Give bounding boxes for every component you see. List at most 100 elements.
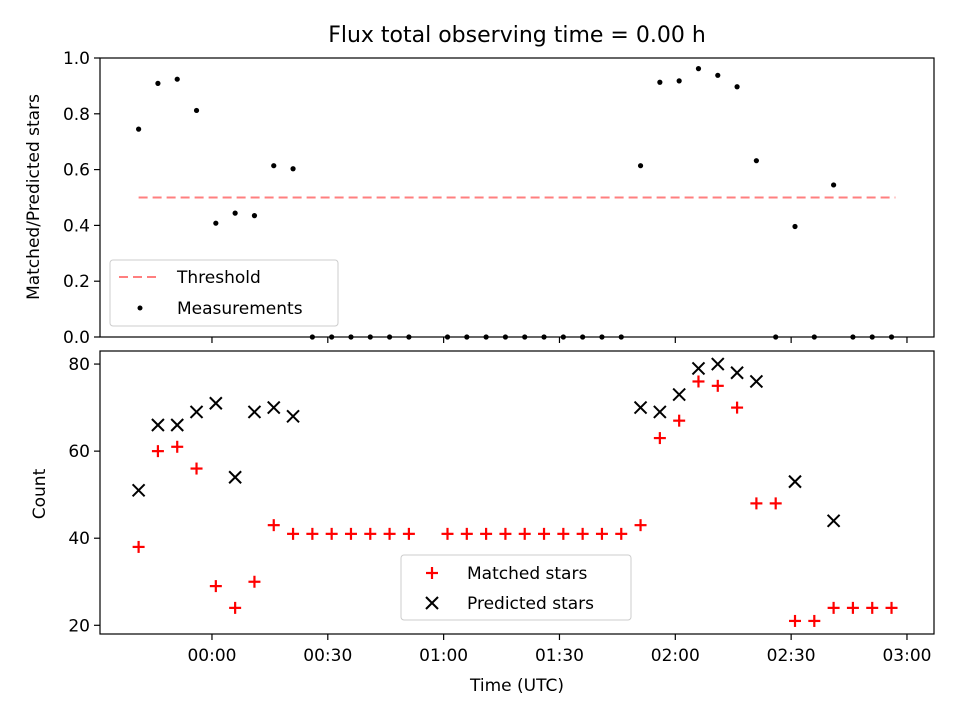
measurement-point bbox=[290, 166, 296, 172]
measurement-point bbox=[715, 72, 721, 78]
matched-star-point bbox=[808, 614, 821, 627]
bottom-xtick-label: 01:00 bbox=[419, 646, 468, 666]
predicted-star-point bbox=[633, 400, 648, 415]
measurement-point bbox=[271, 163, 277, 169]
predicted-star-point bbox=[286, 409, 300, 424]
matched-star-point bbox=[634, 519, 647, 532]
bottom-ytick-label: 20 bbox=[68, 616, 90, 636]
measurement-point bbox=[657, 79, 663, 85]
top-plot-content: 0.0 0.2 0.4 0.6 0.8 1.0 bbox=[63, 49, 908, 348]
matched-star-point bbox=[885, 601, 898, 614]
bottom-axes-frame bbox=[99, 350, 935, 635]
top-legend-label-threshold: Threshold bbox=[176, 268, 261, 288]
top-axes-frame bbox=[99, 57, 935, 338]
bottom-ytick-label: 80 bbox=[68, 355, 90, 375]
bottom-xlabel: Time (UTC) bbox=[469, 676, 564, 696]
matched-star-point bbox=[595, 527, 608, 540]
bottom-xtick-label: 00:30 bbox=[303, 646, 352, 666]
predicted-star-point bbox=[170, 418, 184, 432]
matched-star-point bbox=[557, 527, 570, 540]
matched-star-point bbox=[731, 401, 744, 414]
matched-star-point bbox=[402, 527, 415, 540]
matched-star-point bbox=[653, 432, 666, 445]
measurement-point bbox=[174, 76, 180, 82]
matched-star-point bbox=[460, 527, 473, 540]
predicted-star-point bbox=[788, 474, 802, 489]
predicted-star-point bbox=[209, 396, 223, 410]
matched-star-point bbox=[132, 540, 145, 553]
bottom-legend: Matched stars Predicted stars bbox=[400, 554, 632, 621]
bottom-xtick-label: 02:30 bbox=[767, 646, 816, 666]
bottom-plot-content: 20 40 60 80 00:00 00:30 01:00 01:30 02:00 02:30 03… bbox=[68, 355, 931, 666]
matched-star-point bbox=[248, 575, 261, 588]
measurement-point bbox=[734, 84, 740, 90]
matched-star-point bbox=[364, 527, 377, 540]
top-ytick-label: 0.8 bbox=[63, 105, 90, 125]
top-legend-label-measurements: Measurements bbox=[177, 299, 303, 319]
top-ytick-label: 0.0 bbox=[63, 328, 90, 348]
measurement-point bbox=[136, 126, 142, 132]
bottom-ytick-label: 60 bbox=[68, 442, 90, 462]
matched-star-point bbox=[692, 375, 705, 388]
measurement-point bbox=[232, 210, 238, 216]
matched-star-point bbox=[383, 527, 396, 540]
matched-star-point bbox=[480, 527, 493, 540]
bottom-ytick-label: 40 bbox=[68, 529, 90, 549]
top-ytick-label: 0.6 bbox=[63, 161, 90, 181]
predicted-star-point bbox=[749, 374, 764, 389]
bottom-xtick-label: 01:30 bbox=[535, 646, 584, 666]
top-panel: Flux total observing time = 0.00 h Match… bbox=[24, 23, 935, 348]
matched-star-point bbox=[576, 527, 589, 540]
matched-legend-swatch bbox=[426, 567, 438, 579]
top-ytick-label: 0.4 bbox=[63, 216, 90, 236]
matched-star-point bbox=[306, 527, 319, 540]
measurement-point bbox=[251, 213, 258, 219]
predicted-star-point bbox=[228, 470, 242, 484]
bottom-panel: Count Time (UTC) 20 40 60 80 00:00 00:30 01:00… bbox=[30, 350, 935, 696]
predicted-star-point bbox=[672, 387, 686, 402]
matched-star-point bbox=[615, 527, 628, 540]
matched-star-point bbox=[441, 527, 454, 540]
predicted-star-point bbox=[189, 405, 204, 419]
matched-star-point bbox=[267, 519, 280, 532]
predicted-star-point bbox=[267, 400, 281, 415]
bottom-xtick-label: 00:00 bbox=[187, 646, 236, 666]
top-title: Flux total observing time = 0.00 h bbox=[328, 23, 706, 48]
matched-star-point bbox=[325, 527, 338, 540]
measurement-point bbox=[637, 163, 644, 169]
matched-star-point bbox=[846, 601, 859, 614]
matched-star-point bbox=[287, 527, 300, 540]
matched-star-point bbox=[499, 527, 512, 540]
top-legend-box bbox=[109, 259, 339, 327]
matched-star-point bbox=[518, 527, 531, 540]
matched-star-point bbox=[750, 497, 763, 510]
top-ytick-label: 1.0 bbox=[63, 49, 90, 69]
matched-star-point bbox=[827, 601, 840, 614]
predicted-star-point bbox=[730, 366, 744, 380]
matched-star-point bbox=[151, 445, 164, 458]
top-ytick-label: 0.2 bbox=[63, 272, 90, 292]
predicted-star-point bbox=[711, 357, 725, 371]
matched-star-point bbox=[866, 601, 879, 614]
matched-star-point bbox=[209, 580, 222, 593]
bottom-legend-label-predicted: Predicted stars bbox=[467, 594, 594, 614]
matched-star-point bbox=[711, 379, 724, 392]
matched-star-point bbox=[789, 614, 801, 627]
predicted-legend-swatch bbox=[425, 596, 439, 610]
bottom-xtick-label: 03:00 bbox=[882, 646, 931, 666]
measurement-point bbox=[193, 107, 200, 114]
measurement-point bbox=[753, 158, 759, 164]
bottom-ylabel: Count bbox=[30, 468, 50, 519]
predicted-star-point bbox=[247, 405, 262, 419]
matched-star-point bbox=[171, 440, 184, 453]
measurements-legend-swatch bbox=[137, 305, 143, 311]
measurement-point bbox=[676, 78, 682, 84]
predicted-star-point bbox=[691, 361, 706, 376]
matched-star-point bbox=[538, 527, 551, 540]
bottom-legend-box bbox=[400, 554, 632, 621]
top-ylabel: Matched/Predicted stars bbox=[24, 94, 44, 300]
top-legend: Threshold Measurements bbox=[109, 259, 339, 327]
measurement-point bbox=[155, 80, 161, 86]
predicted-star-point bbox=[151, 418, 165, 432]
